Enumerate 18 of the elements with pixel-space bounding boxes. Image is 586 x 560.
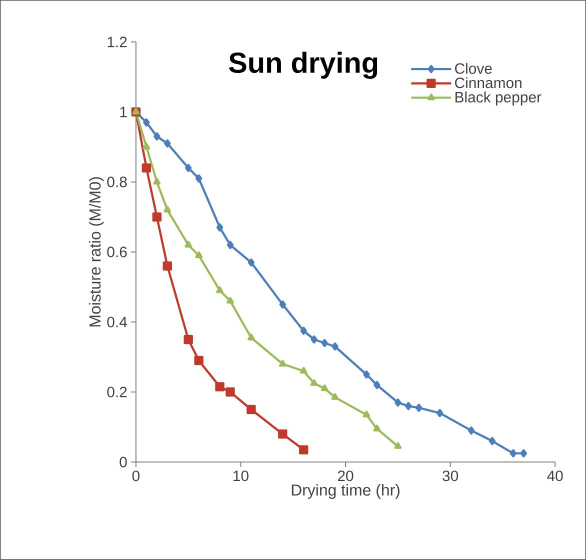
legend-label: Black pepper [455, 92, 542, 106]
chart-title: Sun drying [228, 52, 378, 79]
y-tick-label: 0 [120, 456, 127, 468]
y-tick-label: 0.4 [107, 316, 127, 328]
y-tick-label: 0.6 [107, 246, 127, 258]
legend-label: Clove [455, 62, 492, 74]
y-tick-label: 0.2 [107, 386, 127, 398]
y-axis-title: Moisture ratio (M/M0) [88, 177, 104, 326]
x-tick-label: 0 [132, 470, 140, 482]
x-tick-label: 30 [442, 470, 458, 482]
legend-label: Cinnamon [455, 77, 522, 88]
x-tick-label: 10 [234, 470, 248, 482]
y-tick-label: 1.2 [108, 36, 127, 48]
x-axis-title: Drying time (hr) [292, 484, 400, 499]
x-tick-label: 20 [338, 470, 354, 482]
y-tick-label: 1 [120, 106, 127, 118]
x-tick-label: 40 [547, 470, 563, 482]
y-tick-label: 0.8 [107, 176, 127, 188]
